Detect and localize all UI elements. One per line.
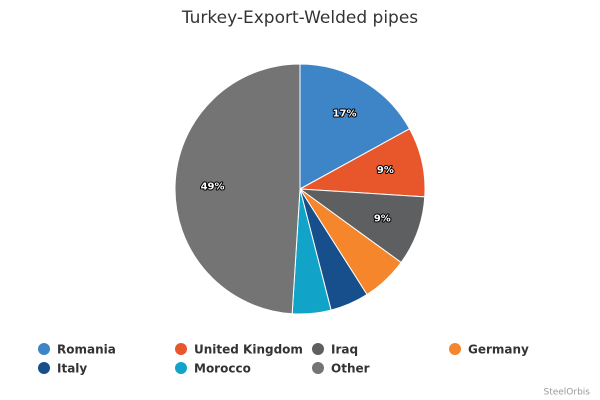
data-label: 17%	[333, 109, 357, 120]
legend-marker	[38, 343, 50, 355]
legend-label: Morocco	[194, 362, 251, 376]
legend-marker	[175, 362, 187, 374]
legend-label: Other	[331, 362, 370, 376]
chart-title: Turkey-Export-Welded pipes	[181, 8, 418, 28]
legend-marker	[175, 343, 187, 355]
legend-label: United Kingdom	[194, 343, 303, 357]
legend-label: Romania	[57, 343, 116, 357]
pie-slice	[299, 63, 411, 190]
data-label: 9%	[377, 165, 394, 176]
pie-slice	[174, 63, 301, 315]
legend-label: Germany	[468, 343, 529, 357]
legend-marker	[312, 362, 324, 374]
legend-marker	[312, 343, 324, 355]
legend-label: Iraq	[331, 343, 358, 357]
legend-label: Italy	[57, 362, 87, 376]
data-label: 49%	[201, 181, 225, 192]
credit: SteelOrbis	[543, 388, 590, 398]
data-label: 9%	[374, 214, 391, 225]
legend-marker	[38, 362, 50, 374]
legend-marker	[449, 343, 461, 355]
